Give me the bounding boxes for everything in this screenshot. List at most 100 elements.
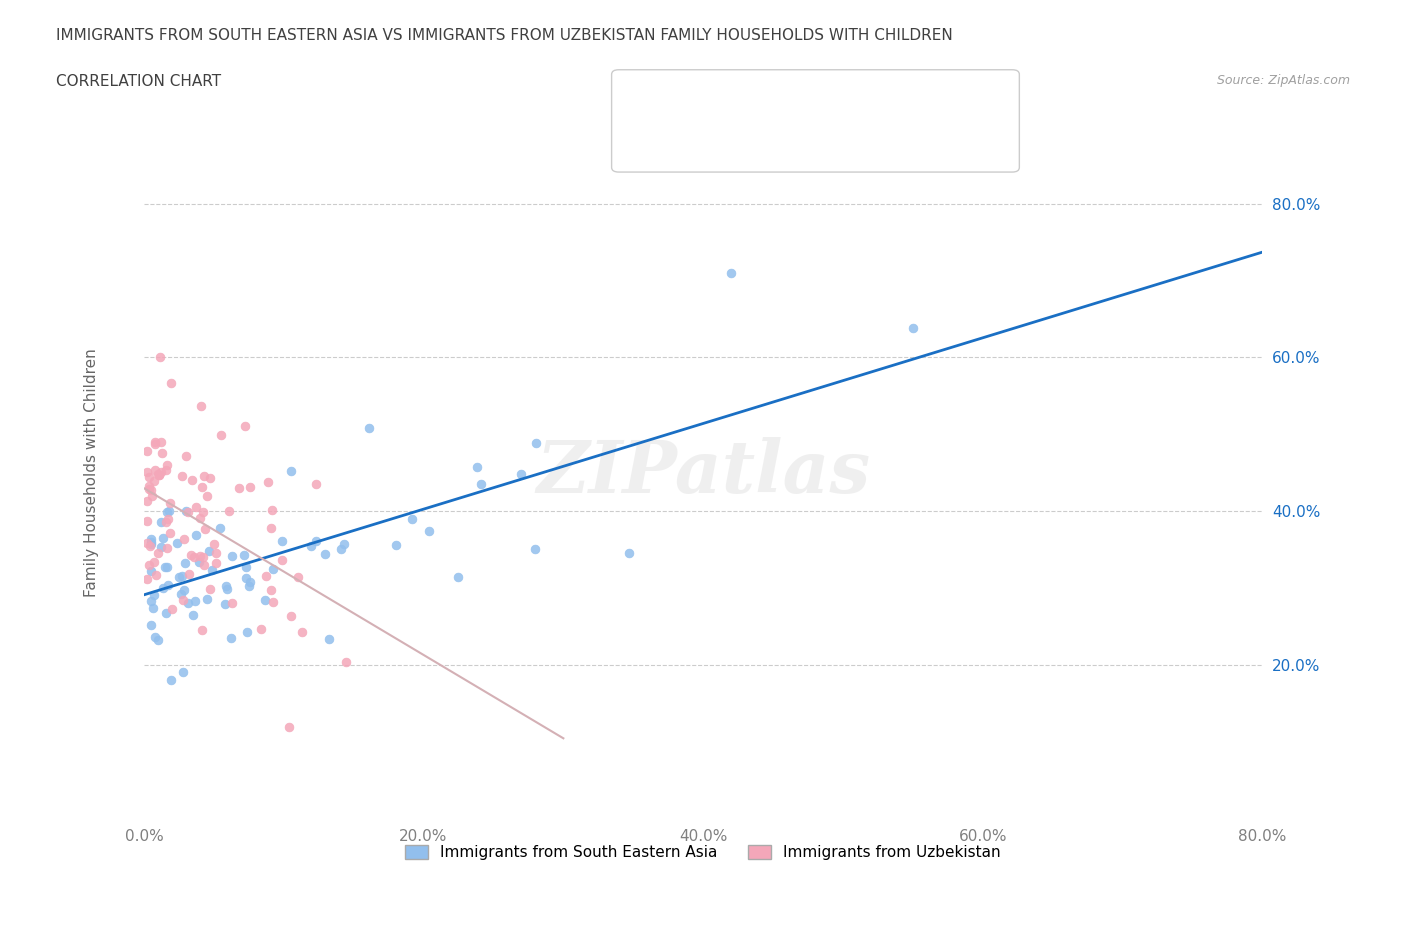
Point (209, 427, 232, 442)
Point (198, 582, 221, 597)
Point (191, 623, 214, 638)
Point (901, 321, 924, 336)
Point (139, 593, 162, 608)
Point (139, 564, 162, 578)
Point (159, 673, 181, 688)
Point (181, 473, 204, 488)
Text: R =: R = (654, 96, 690, 113)
Point (205, 555, 228, 570)
Point (155, 605, 177, 620)
Point (235, 560, 257, 575)
Point (156, 505, 179, 520)
Point (195, 592, 218, 607)
Point (155, 515, 177, 530)
Point (217, 581, 239, 596)
Point (187, 554, 209, 569)
Point (159, 525, 181, 540)
Point (193, 558, 215, 573)
Text: 0.215: 0.215 (710, 96, 758, 113)
Point (262, 562, 284, 577)
Point (159, 496, 181, 511)
Point (179, 566, 201, 581)
Point (180, 548, 202, 563)
Point (195, 489, 218, 504)
Point (184, 499, 207, 514)
Point (166, 536, 188, 551)
Point (221, 595, 243, 610)
Point (152, 530, 174, 545)
Point (198, 471, 221, 485)
Point (148, 467, 170, 482)
Point (183, 550, 205, 565)
Point (145, 630, 167, 644)
Point (173, 531, 195, 546)
Point (299, 538, 322, 553)
Point (156, 540, 179, 555)
Point (155, 559, 177, 574)
Point (135, 494, 157, 509)
Point (139, 537, 162, 551)
Point (197, 544, 219, 559)
Text: IMMIGRANTS FROM SOUTH EASTERN ASIA VS IMMIGRANTS FROM UZBEKISTAN FAMILY HOUSEHOL: IMMIGRANTS FROM SOUTH EASTERN ASIA VS IM… (56, 28, 953, 43)
Point (233, 418, 256, 433)
Point (330, 541, 353, 556)
Point (139, 483, 162, 498)
Point (153, 560, 176, 575)
Point (270, 552, 292, 567)
Point (447, 570, 470, 585)
Point (135, 571, 157, 586)
Point (148, 632, 170, 647)
Point (277, 719, 299, 734)
Legend: Immigrants from South Eastern Asia, Immigrants from Uzbekistan: Immigrants from South Eastern Asia, Immi… (399, 839, 1007, 867)
Point (142, 473, 165, 488)
Point (191, 504, 214, 519)
Point (465, 459, 488, 474)
Point (149, 539, 172, 554)
Point (214, 596, 236, 611)
Point (523, 542, 546, 557)
Point (177, 595, 200, 610)
Point (174, 448, 197, 463)
Point (221, 631, 243, 645)
Point (194, 522, 217, 537)
Point (139, 538, 162, 553)
Point (209, 520, 232, 535)
Text: R =: R = (654, 133, 690, 151)
Point (357, 420, 380, 435)
Point (184, 593, 207, 608)
Point (172, 592, 194, 607)
Point (152, 580, 174, 595)
Point (287, 570, 309, 585)
Point (177, 504, 200, 519)
Point (385, 538, 408, 552)
Point (149, 465, 172, 480)
Point (138, 482, 160, 497)
Text: ZIPatlas: ZIPatlas (536, 437, 870, 508)
Text: CORRELATION CHART: CORRELATION CHART (56, 74, 221, 89)
Point (254, 592, 277, 607)
Point (172, 568, 194, 583)
Point (280, 463, 302, 478)
Point (191, 480, 214, 495)
Point (270, 534, 292, 549)
Point (280, 608, 302, 623)
Point (172, 664, 194, 679)
Point (146, 545, 169, 560)
Point (170, 587, 193, 602)
Text: -0.278: -0.278 (710, 133, 763, 151)
Point (332, 537, 354, 551)
Point (142, 554, 165, 569)
Point (215, 578, 238, 593)
Point (143, 435, 166, 450)
Point (257, 475, 280, 490)
Point (156, 458, 179, 472)
Point (305, 533, 328, 548)
Point (148, 350, 170, 365)
Point (190, 398, 212, 413)
Point (138, 470, 160, 485)
Point (145, 568, 167, 583)
Point (145, 437, 167, 452)
Point (238, 578, 260, 593)
Point (239, 575, 262, 590)
Point (509, 466, 531, 481)
